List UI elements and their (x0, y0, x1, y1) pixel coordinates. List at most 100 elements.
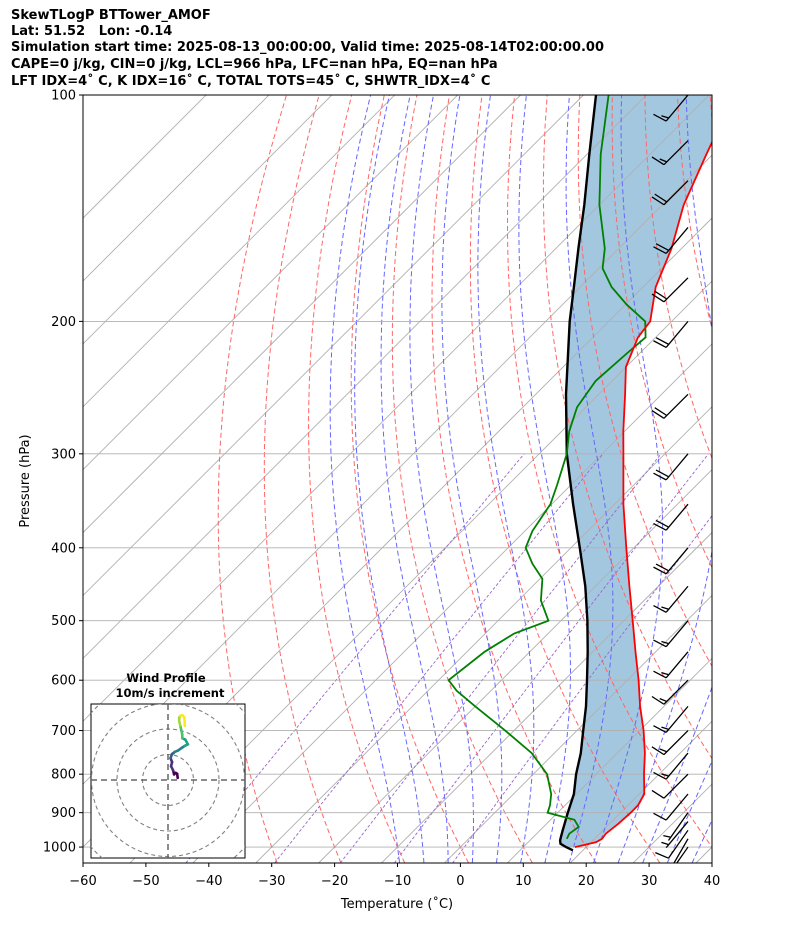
isotherm-line (255, 406, 712, 863)
hodograph-segment (183, 715, 187, 728)
wind-barb-shaft (663, 773, 689, 799)
wind-barb (653, 547, 689, 575)
title-line-4: CAPE=0 j/kg, CIN=0 j/kg, LCL=966 hPa, LF… (11, 57, 498, 72)
wind-barb-feather (659, 158, 668, 163)
mixing-ratio-line (185, 453, 525, 863)
wind-barb-shaft (676, 846, 689, 863)
profiles (447, 95, 712, 852)
wind-barb-feather (653, 340, 667, 349)
dry-adiabat (677, 95, 712, 330)
moist-adiabat (617, 95, 712, 863)
wind-barb-feather (653, 113, 667, 122)
isotherm-line (83, 95, 584, 597)
wind-barb-shaft (663, 730, 689, 756)
x-tick-label: −20 (321, 874, 348, 889)
dry-adiabat (431, 95, 597, 863)
x-tick-label: −40 (195, 874, 222, 889)
x-tick-label: 20 (578, 874, 595, 889)
x-axis-label: Temperature (˚C) (340, 896, 453, 912)
wind-barb-feather (663, 835, 671, 838)
isotherm-line (569, 720, 712, 863)
moist-adiabat (642, 685, 712, 863)
y-tick-label: 900 (51, 806, 76, 821)
dry-adiabat (743, 95, 794, 863)
wind-barb-feather (661, 841, 669, 846)
y-tick-label: 1000 (43, 841, 76, 856)
moist-adiabats (329, 95, 712, 863)
wind-barb-feather (651, 293, 665, 303)
wind-barb-feather (651, 746, 665, 756)
wind-barb-feather (654, 407, 668, 417)
wind-barb-feather (657, 864, 671, 868)
title-line-5: LFT IDX=4˚ C, K IDX=16˚ C, TOTAL TOTS=45… (11, 74, 491, 89)
dry-adiabats (217, 95, 794, 863)
dry-adiabat (391, 95, 533, 863)
y-tick-label: 100 (51, 89, 76, 104)
wind-barb (676, 846, 689, 863)
y-tick-label: 200 (51, 315, 76, 330)
hodograph-grid (91, 704, 245, 858)
moist-adiabat (329, 95, 401, 863)
temperature-line (574, 140, 712, 848)
moist-adiabat (354, 95, 425, 863)
wind-barb-shaft (663, 140, 689, 166)
wind-barb-shaft (665, 620, 689, 648)
wind-barb-feather (661, 726, 669, 730)
isotherms (83, 95, 712, 863)
isotherm-line (318, 469, 712, 863)
moist-adiabat (565, 95, 614, 863)
moist-adiabat (593, 95, 664, 863)
wind-barb (653, 620, 689, 648)
wind-barb-shaft (665, 705, 689, 733)
wind-barb-shaft (665, 585, 689, 613)
x-tick-label: −10 (384, 874, 411, 889)
wind-barb-feather (651, 409, 665, 419)
wind-barb-shaft (665, 651, 689, 679)
isotherm-line (83, 95, 521, 534)
moist-adiabat (666, 759, 712, 863)
wind-barb-feather (653, 472, 667, 481)
parcel-profile-line (558, 95, 598, 852)
isotherm-line (192, 343, 712, 863)
wind-barb-shaft (665, 95, 689, 122)
isotherm-line (444, 594, 712, 863)
wind-barb-shaft (663, 679, 689, 705)
dry-adiabat (644, 95, 712, 460)
wind-barb-feather (654, 290, 668, 300)
moist-adiabat (691, 818, 712, 863)
x-tick-label: −30 (258, 874, 285, 889)
wind-barb-shaft (665, 821, 689, 849)
wind-barb-feather (653, 246, 667, 255)
wind-barb-shaft (665, 320, 689, 348)
dry-adiabat (263, 95, 342, 863)
wind-barb-feather (651, 196, 665, 206)
wind-barb-feather (659, 698, 668, 703)
wind-barb-feather (661, 606, 669, 610)
cape-fill (560, 95, 712, 848)
wind-barb-feather (661, 773, 669, 777)
wind-barb-shaft (667, 829, 689, 859)
y-axis-label: Pressure (hPa) (18, 434, 33, 527)
wind-barb-feather (661, 115, 669, 119)
wind-barb-feather (655, 851, 669, 859)
x-tick-label: 30 (641, 874, 658, 889)
wind-barb (655, 829, 689, 859)
isotherm-line (83, 95, 458, 471)
isotherm-line (83, 95, 333, 345)
wind-barb (651, 277, 689, 303)
wind-barb-feather (661, 640, 669, 645)
pressure-gridlines (83, 95, 712, 848)
mixing-ratio-lines (185, 453, 712, 863)
x-tick-label: −60 (69, 874, 96, 889)
wind-barb (653, 752, 689, 780)
wind-barb (653, 585, 689, 613)
dewpoint-line (447, 95, 647, 840)
wind-barb-feather (659, 748, 668, 753)
wind-barb-feather (655, 563, 670, 572)
wind-barb (663, 812, 689, 841)
isotherm-line (695, 846, 712, 863)
wind-barb-shaft (673, 838, 689, 863)
dry-adiabat (469, 95, 661, 863)
mixing-ratio-line (274, 453, 604, 863)
wind-barb (651, 180, 689, 206)
